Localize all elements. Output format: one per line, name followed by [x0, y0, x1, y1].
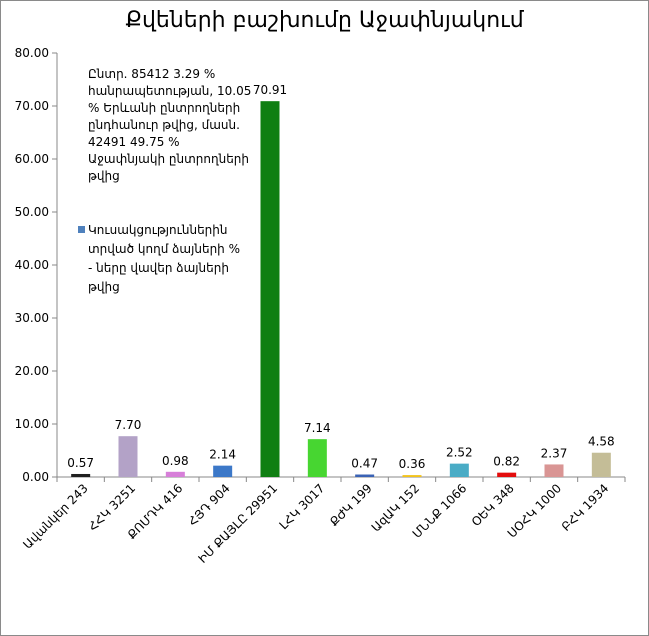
legend-series-label: Կուսակցություններին տրված կողմ ձայների %…: [88, 223, 240, 294]
data-label: 70.91: [253, 83, 287, 97]
x-tick-label: ՀՅԴ 904: [185, 481, 232, 528]
bar: [449, 463, 469, 477]
bar: [355, 474, 375, 477]
data-label: 2.37: [541, 446, 568, 460]
bar: [497, 472, 517, 477]
y-tick-label: 60.00: [15, 152, 49, 166]
x-tick-label: ՔԺԿ 199: [327, 481, 375, 529]
x-tick-label: Ավանկեր 243: [20, 481, 90, 551]
x-tick-label: ԼՀԿ 3017: [276, 481, 327, 532]
data-label: 0.47: [351, 457, 378, 471]
bar: [307, 439, 327, 477]
bar: [71, 473, 91, 477]
data-label: 0.57: [67, 456, 94, 470]
y-tick-label: 40.00: [15, 258, 49, 272]
bar: [402, 475, 422, 477]
data-label: 0.98: [162, 454, 189, 468]
data-label: 0.36: [399, 457, 426, 471]
y-tick-label: 20.00: [15, 364, 49, 378]
x-tick-label: ԻՄ ՔԱՅԼԸ 29951: [195, 481, 280, 566]
x-tick-label: ՕԵԿ 348: [469, 481, 517, 529]
data-label: 4.58: [588, 435, 615, 449]
data-label: 0.82: [493, 455, 520, 469]
legend-swatch: [78, 226, 85, 233]
data-label: 2.14: [209, 448, 236, 462]
data-label: 7.70: [115, 418, 142, 432]
y-tick-label: 80.00: [15, 46, 49, 60]
chart-title: Քվեների բաշխումը Աջափնյակում: [125, 8, 524, 33]
bar: [165, 471, 185, 477]
y-tick-label: 70.00: [15, 99, 49, 113]
data-label: 7.14: [304, 421, 331, 435]
bar: [213, 465, 233, 477]
legend-item: Կուսակցություններին տրված կողմ ձայների %…: [78, 221, 248, 297]
bar: [118, 436, 138, 477]
bar: [591, 452, 611, 477]
bar: [260, 101, 280, 477]
y-tick-label: 10.00: [15, 417, 49, 431]
legend-note: Ընտր. 85412 3.29 % հանրապետության, 10.05…: [88, 67, 252, 183]
y-tick-label: 30.00: [15, 311, 49, 325]
y-tick-label: 0.00: [22, 470, 49, 484]
y-tick-label: 50.00: [15, 205, 49, 219]
x-tick-label: ԲՀԿ 1934: [559, 481, 612, 534]
data-label: 2.52: [446, 446, 473, 460]
bar: [544, 464, 564, 477]
